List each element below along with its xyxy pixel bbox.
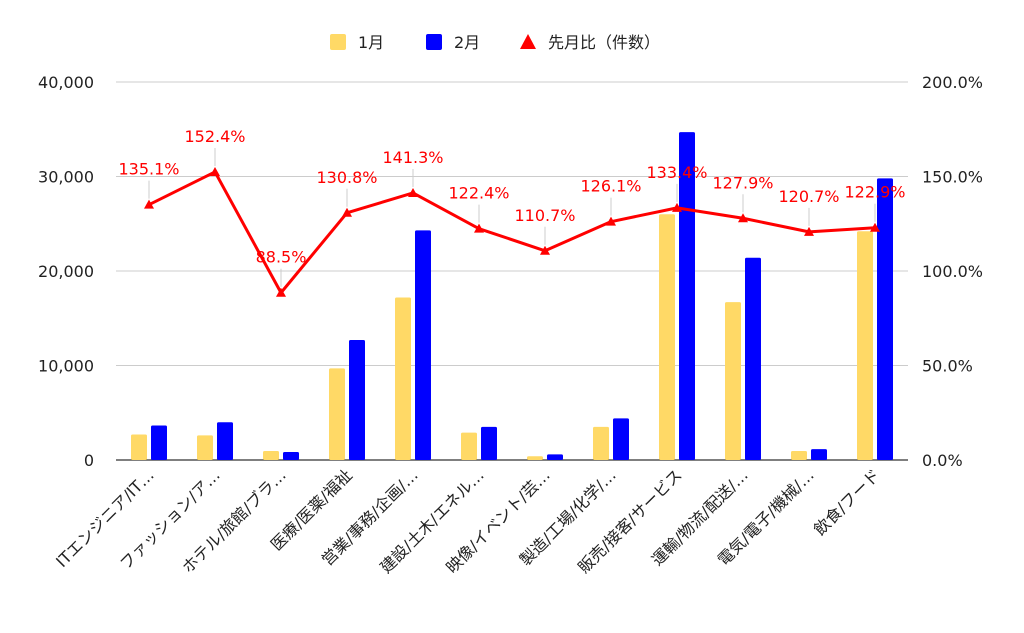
data-label: 135.1% [118,160,179,179]
bar-feb [151,425,167,460]
category-label: 飲食/フード [810,465,884,539]
right-axis-tick-label: 0.0% [922,451,963,470]
ratio-point [870,222,880,232]
left-axis-tick-label: 20,000 [38,262,94,281]
data-label: 88.5% [256,248,307,267]
data-label: 130.8% [316,168,377,187]
legend-swatch-jan [330,34,346,50]
category-labels: ITエンジニア/IT…ファッション/ア…ホテル/旅館/ブラ…医療/医薬/福祉営業… [52,465,884,577]
bar-jan [329,368,345,460]
ratio-point [540,245,550,255]
bar-feb [547,454,563,460]
bar-jan [725,302,741,460]
right-axis-tick-label: 50.0% [922,357,973,376]
left-axis-tick-label: 30,000 [38,168,94,187]
bar-jan [857,231,873,460]
legend-label: 先月比（件数） [548,33,660,52]
bar-jan [593,426,609,460]
ratio-point [738,213,748,223]
bar-feb [349,339,365,460]
bar-feb [877,178,893,460]
bar-feb [283,451,299,460]
bar-feb [613,418,629,460]
bar-jan [791,451,807,460]
left-axis-tick-label: 40,000 [38,73,94,92]
ratio-point [342,207,352,217]
data-label: 133.4% [646,163,707,182]
bar-jan [527,456,543,460]
gridlines [116,81,908,461]
ratio-point [804,226,814,236]
ratio-point [606,216,616,226]
data-label: 110.7% [514,206,575,225]
line-series [144,166,880,297]
right-axis-tick-label: 100.0% [922,262,983,281]
bar-jan [395,297,411,460]
bar-feb [811,449,827,460]
bar-feb [679,132,695,460]
data-label: 126.1% [580,177,641,196]
data-label: 141.3% [382,148,443,167]
bar-jan [461,432,477,460]
bar-feb [415,230,431,460]
left-axis-tick-label: 10,000 [38,357,94,376]
left-axis-tick-label: 0 [84,451,94,470]
bar-jan [197,435,213,460]
ratio-point [474,223,484,233]
legend-label: 1月 [358,33,384,52]
bar-feb [217,422,233,460]
bar-feb [481,426,497,460]
right-axis-tick-labels: 0.0% 50.0% 100.0% 150.0% 200.0% [922,73,983,470]
bar-feb [745,257,761,460]
legend: 1月 2月 先月比（件数） [330,33,660,52]
ratio-point [144,199,154,209]
data-label: 122.4% [448,184,509,203]
bar-jan [131,434,147,460]
data-label: 152.4% [184,127,245,146]
left-axis-tick-labels: 0 10,000 20,000 30,000 40,000 [38,73,94,470]
ratio-point [210,166,220,176]
ratio-point [672,202,682,212]
bar-jan [263,451,279,460]
bar-jan [659,214,675,460]
bar-series [131,132,893,460]
ratio-line [148,170,876,295]
ratio-point [276,287,286,297]
legend-label: 2月 [454,33,480,52]
data-label: 122.9% [844,183,905,202]
right-axis-tick-label: 200.0% [922,73,983,92]
legend-triangle-icon [520,34,536,49]
data-label: 127.9% [712,173,773,192]
data-label: 120.7% [778,187,839,206]
data-labels: 135.1% 152.4% 88.5% 130.8% 141.3% 122.4% 110.7… [118,127,906,287]
legend-swatch-feb [426,34,442,50]
ratio-point [408,187,418,197]
right-axis-tick-label: 150.0% [922,168,983,187]
